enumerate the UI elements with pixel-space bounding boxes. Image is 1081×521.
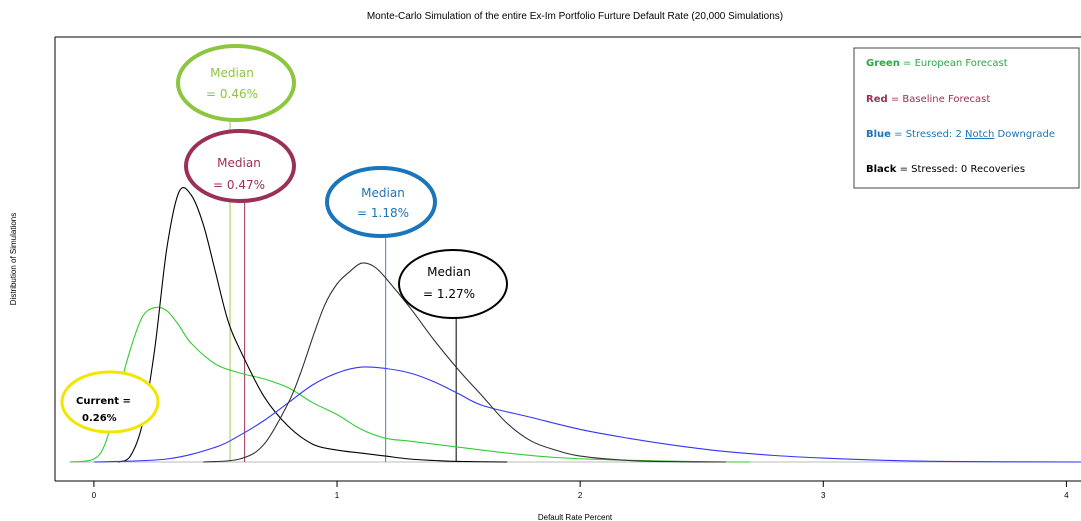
legend-black-text: = Stressed: 0 Recoveries [896,164,1025,175]
legend-red-key: Red [866,94,888,105]
legend-blue-text: = Stressed: 2 [891,129,965,140]
black-median-label: Median [427,265,471,279]
legend: Green = European Forecast Red = Baseline… [853,47,1080,189]
legend-blue-notch: Notch [965,129,994,140]
blue-median-label: Median [361,186,405,200]
legend-blue-text-after: Downgrade [994,129,1055,140]
x-tick-label-4: 4 [1064,491,1069,500]
series-line-stressed-2-notch-downgrade [93,366,1081,463]
blue-median-ellipse [325,166,437,238]
green-median-ellipse [176,44,296,122]
x-tick-label-2: 2 [578,491,583,500]
annotation-green-median: Median = 0.46% [176,44,296,122]
x-axis-label: Default Rate Percent [538,513,613,521]
legend-red-text: = Baseline Forecast [888,94,991,105]
green-median-label: Median [210,66,254,80]
plot-frame [54,36,1081,482]
x-axis-ticks: 0 1 2 3 4 [92,481,1069,500]
blue-median-value: = 1.18% [357,206,409,220]
legend-green-text: = European Forecast [900,58,1008,69]
annotation-current: Current = 0.26% [60,370,160,434]
current-ellipse [60,370,160,434]
legend-green-key: Green [866,58,900,69]
black-median-ellipse [398,249,508,319]
annotation-red-median: Median = 0.47% [184,129,296,203]
y-axis-label: Distribution of Simulations [9,213,18,305]
black-median-value: = 1.27% [423,287,475,301]
series-line-baseline-forecast [117,187,508,463]
series-lines [69,187,1081,463]
x-tick-label-0: 0 [92,491,97,500]
x-tick-label-3: 3 [821,491,826,500]
chart-title: Monte-Carlo Simulation of the entire Ex-… [367,11,783,22]
annotation-blue-median: Median = 1.18% [325,166,437,238]
red-median-ellipse [184,129,296,203]
annotation-black-median: Median = 1.27% [398,249,508,319]
legend-item-red: Red = Baseline Forecast [866,94,990,105]
legend-item-green: Green = European Forecast [866,58,1008,69]
current-value: 0.26% [82,413,117,424]
current-label: Current = [76,396,131,407]
series-line-european-forecast [69,306,751,463]
red-median-label: Median [217,156,261,170]
series-line-stressed-0-recoveries [203,262,727,463]
legend-blue-key: Blue [866,129,891,140]
legend-item-blue: Blue = Stressed: 2 Notch Downgrade [866,129,1055,140]
legend-item-black: Black = Stressed: 0 Recoveries [866,164,1025,175]
legend-box [853,47,1080,189]
legend-black-key: Black [866,164,897,175]
red-median-value: = 0.47% [213,178,265,192]
green-median-value: = 0.46% [206,87,258,101]
x-tick-label-1: 1 [335,491,340,500]
